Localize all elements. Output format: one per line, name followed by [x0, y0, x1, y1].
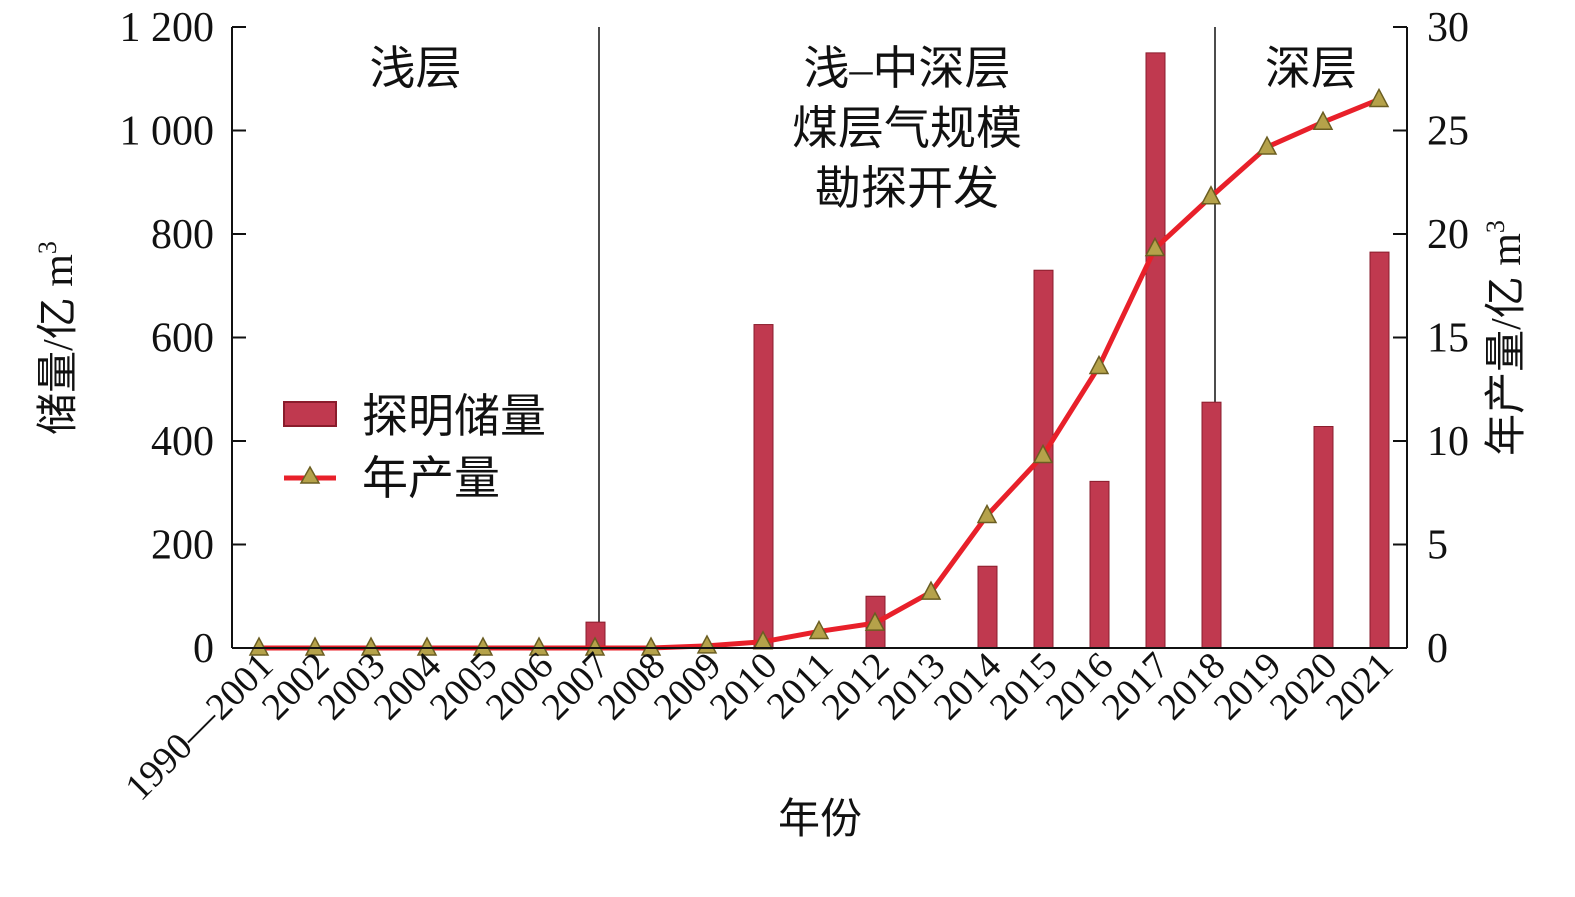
production-marker: [1200, 185, 1222, 205]
legend-label-annual-production: 年产量: [362, 453, 500, 504]
right-tick-label: 15: [1427, 316, 1469, 362]
left-tick-label: 800: [151, 212, 214, 258]
left-tick-label: 200: [151, 523, 214, 569]
production-marker: [808, 619, 830, 640]
left-axis-ticks: 0 200 400 600 800 1 000 1 200: [120, 5, 246, 672]
region-label: 煤层气规模: [792, 103, 1022, 154]
production-marker: [360, 636, 382, 656]
production-marker: [1144, 236, 1166, 257]
left-axis-title-superscript: 3: [33, 241, 62, 254]
legend-swatch-bar: [283, 401, 337, 427]
right-tick-label: 5: [1427, 523, 1448, 569]
production-marker: [1032, 443, 1054, 464]
production-marker: [1256, 135, 1278, 155]
bar: [1145, 52, 1166, 649]
left-tick-label: 1 200: [120, 5, 215, 51]
legend-swatch-triangle-marker: [299, 465, 321, 484]
region-label: 浅–中深层: [804, 43, 1011, 94]
left-tick-label: 400: [151, 419, 214, 465]
production-marker: [304, 636, 326, 656]
production-marker: [584, 636, 606, 656]
bar: [1313, 426, 1334, 649]
right-tick-label: 0: [1427, 626, 1448, 672]
right-axis-title: 年产量/亿 m3: [1481, 220, 1530, 456]
production-marker: [920, 580, 942, 600]
left-axis-title: 储量/亿 m3: [33, 241, 82, 435]
production-marker: [472, 636, 494, 656]
bar: [1089, 480, 1110, 649]
left-tick-label: 0: [193, 626, 214, 672]
bar: [977, 565, 998, 649]
production-marker: [1368, 87, 1390, 108]
production-marker: [1088, 354, 1110, 375]
production-marker: [416, 636, 438, 656]
legend: 探明储量 年产量: [283, 391, 546, 504]
region-label: 深层: [1265, 43, 1357, 94]
right-axis-title-text: 年产量/亿 m: [1483, 233, 1530, 456]
region-label: 浅层: [370, 43, 462, 94]
x-tick-label: 2021: [1318, 645, 1401, 728]
left-tick-label: 1 000: [120, 109, 215, 155]
right-tick-label: 25: [1427, 109, 1469, 155]
production-marker: [248, 636, 270, 656]
production-marker: [640, 636, 662, 656]
production-marker: [528, 636, 550, 656]
right-tick-label: 30: [1427, 5, 1469, 51]
region-label: 勘探开发: [815, 163, 999, 214]
production-marker: [976, 503, 998, 524]
right-tick-label: 20: [1427, 212, 1469, 258]
production-marker: [1312, 110, 1334, 130]
production-marker: [864, 611, 886, 631]
left-tick-label: 600: [151, 316, 214, 362]
right-axis-ticks: 0 5 10 15 20 25 30: [1393, 5, 1469, 672]
bar: [1369, 251, 1390, 649]
legend-label-proven-reserves: 探明储量: [362, 391, 546, 442]
bar: [753, 324, 774, 649]
bar: [1201, 401, 1222, 649]
x-axis-title: 年份: [778, 796, 862, 843]
right-axis-title-superscript: 3: [1481, 220, 1510, 233]
right-tick-label: 10: [1427, 419, 1469, 465]
x-axis-tick-labels: 1990—20012002200320042005200620072008200…: [117, 645, 1401, 809]
left-axis-title-text: 储量/亿 m: [36, 254, 82, 435]
